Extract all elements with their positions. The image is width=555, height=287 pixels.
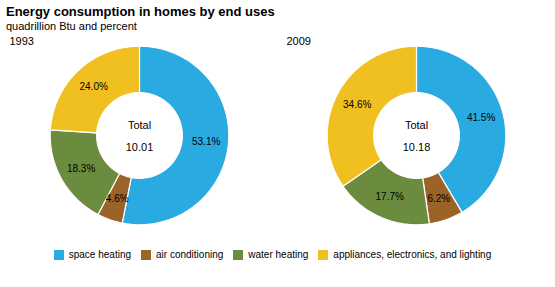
svg-text:6.2%: 6.2%: [428, 193, 451, 204]
svg-text:17.7%: 17.7%: [376, 191, 404, 202]
svg-text:10.01: 10.01: [125, 141, 153, 153]
html-text:water heating: water heating: [248, 249, 309, 260]
html-text:Energy consumption in homes by: Energy consumption in homes by end uses: [6, 4, 275, 19]
svg-text:24.0%: 24.0%: [79, 81, 107, 92]
svg-text:53.1%: 53.1%: [192, 136, 220, 147]
html-text:appliances, electronics, and l: appliances, electronics, and lighting: [333, 249, 492, 260]
svg-text:4.6%: 4.6%: [106, 193, 129, 204]
svg-text:18.3%: 18.3%: [67, 163, 95, 174]
svg-text:10.18: 10.18: [403, 141, 431, 153]
svg-text:Total: Total: [405, 119, 428, 131]
html-text:air conditioning: air conditioning: [156, 249, 224, 260]
html-text:space heating: space heating: [68, 249, 131, 260]
html-text:quadrillion Btu and percent: quadrillion Btu and percent: [6, 20, 137, 32]
svg-text:34.6%: 34.6%: [343, 99, 371, 110]
svg-text:1993: 1993: [9, 35, 33, 47]
svg-text:2009: 2009: [287, 35, 311, 47]
svg-text:Total: Total: [128, 119, 151, 131]
svg-text:41.5%: 41.5%: [467, 112, 495, 123]
